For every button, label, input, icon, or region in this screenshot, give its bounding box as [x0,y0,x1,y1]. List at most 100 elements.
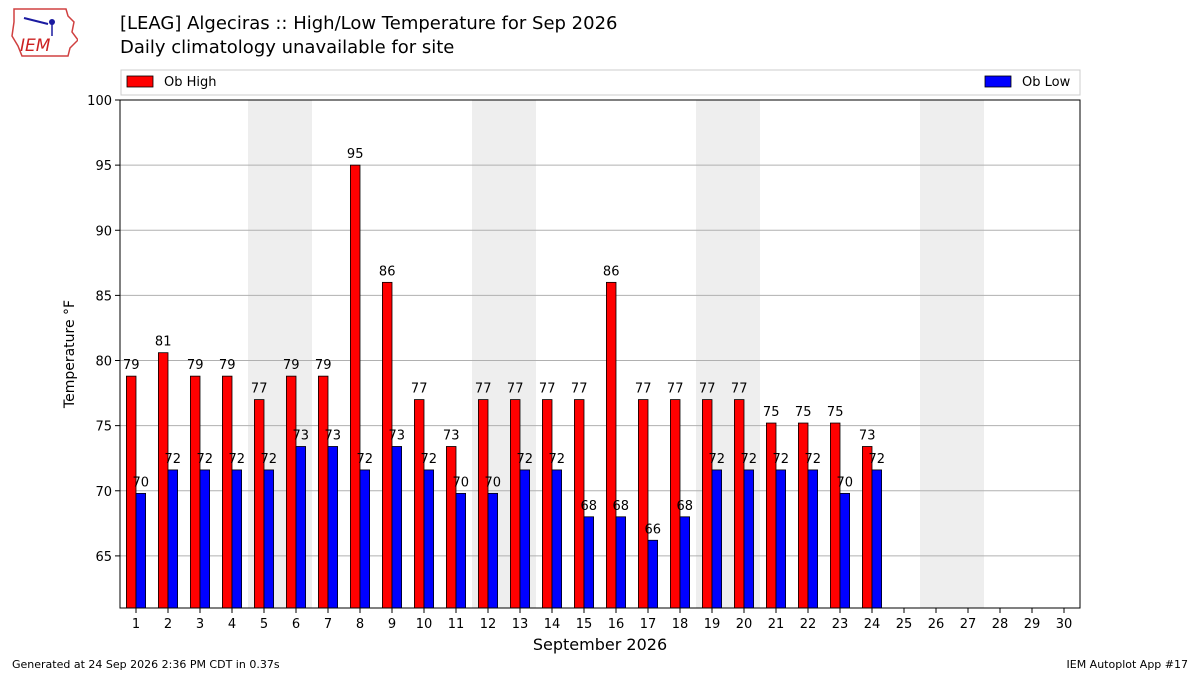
high-bar [157,352,169,609]
low-bar [519,469,531,609]
x-tick-label: 10 [416,617,433,632]
low-bar [743,469,755,609]
logo-text: IEM [20,36,51,56]
low-value-label: 70 [485,475,502,490]
x-tick-label: 21 [768,617,785,632]
low-bar [583,516,595,609]
high-value-label: 73 [443,428,460,443]
low-value-label: 70 [837,475,854,490]
y-tick-label: 100 [87,94,112,109]
chart-title: [LEAG] Algeciras :: High/Low Temperature… [120,12,617,60]
low-value-label: 72 [197,452,214,467]
low-value-label: 72 [709,452,726,467]
high-bar [734,399,745,609]
low-bar [135,492,147,609]
low-bar [231,469,243,609]
x-tick-label: 12 [480,617,497,632]
low-value-label: 72 [229,452,246,467]
x-tick-label: 27 [960,617,977,632]
high-value-label: 77 [411,382,428,397]
y-axis-label: Temperature °F [62,300,78,409]
low-bar [263,469,275,609]
low-value-label: 68 [677,499,694,514]
x-tick-label: 25 [896,617,913,632]
low-bar [647,539,659,609]
high-value-label: 77 [635,382,652,397]
low-bar [423,469,435,609]
low-bar [167,469,179,609]
high-bar [349,164,361,609]
low-value-label: 66 [645,522,662,537]
high-value-label: 77 [251,382,268,397]
high-bar [221,375,233,609]
high-bar [798,422,809,609]
x-tick-label: 30 [1056,617,1073,632]
high-value-label: 79 [187,358,204,373]
low-value-label: 72 [357,452,374,467]
high-value-label: 79 [219,358,236,373]
low-bar [615,516,627,609]
x-tick-label: 4 [228,617,236,632]
high-value-label: 75 [827,405,844,420]
low-value-label: 73 [293,428,310,443]
high-bar [542,399,553,609]
high-bar [638,399,649,609]
y-tick-label: 75 [95,420,112,435]
legend-high-swatch [126,75,154,88]
x-tick-label: 26 [928,617,945,632]
y-tick-label: 90 [95,224,112,239]
x-tick-label: 9 [388,617,396,632]
low-value-label: 72 [421,452,438,467]
y-tick-label: 85 [95,289,112,304]
low-bar [327,446,339,609]
low-value-label: 70 [453,475,470,490]
low-value-label: 68 [613,499,630,514]
x-tick-label: 14 [544,617,561,632]
low-value-label: 72 [869,452,886,467]
low-bar [871,469,883,609]
low-value-label: 68 [581,499,598,514]
low-value-label: 72 [517,452,534,467]
low-bar [807,469,819,609]
high-value-label: 75 [763,405,780,420]
x-tick-label: 5 [260,617,268,632]
high-value-label: 81 [155,335,172,350]
x-tick-label: 24 [864,617,881,632]
high-value-label: 95 [347,147,364,162]
y-tick-label: 70 [95,485,112,500]
x-tick-label: 19 [704,617,721,632]
high-bar [285,375,297,609]
low-bar [455,492,467,609]
high-bar [702,399,713,609]
high-bar [317,375,329,609]
high-value-label: 86 [379,264,396,279]
high-value-label: 75 [795,405,812,420]
high-value-label: 77 [507,382,524,397]
high-bar [766,422,777,609]
x-tick-label: 11 [448,617,465,632]
low-bar [839,492,851,609]
weekend-shade [920,100,984,608]
x-tick-label: 7 [324,617,332,632]
x-tick-label: 20 [736,617,753,632]
high-bar [445,446,457,609]
y-tick-label: 95 [95,159,112,174]
x-tick-label: 17 [640,617,657,632]
x-axis-label: September 2026 [533,635,667,654]
low-value-label: 72 [805,452,822,467]
low-bar [487,492,499,609]
high-bar [189,375,201,609]
high-bar [509,399,521,609]
x-tick-label: 23 [832,617,849,632]
high-value-label: 79 [315,358,332,373]
y-tick-label: 65 [95,550,112,565]
high-bar [413,399,425,609]
legend-low-label: Ob Low [1022,75,1071,90]
low-value-label: 70 [133,475,150,490]
plot-frame [119,99,1081,609]
x-tick-label: 2 [164,617,172,632]
high-bar [253,399,265,609]
legend-box [120,69,1081,96]
high-value-label: 79 [283,358,300,373]
x-tick-label: 6 [292,617,300,632]
